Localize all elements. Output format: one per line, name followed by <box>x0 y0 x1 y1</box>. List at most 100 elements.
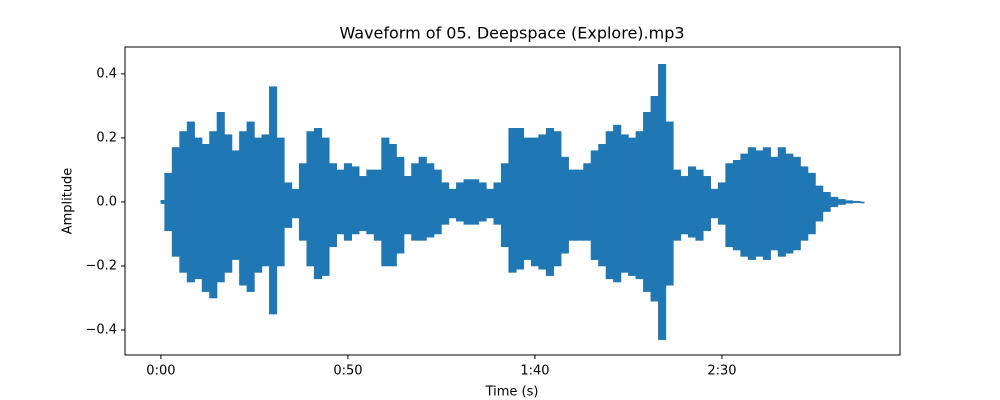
waveform-segment <box>186 121 195 283</box>
waveform-segment <box>777 147 786 257</box>
waveform-segment <box>695 169 704 241</box>
waveform-segment <box>216 112 225 283</box>
waveform-segment <box>291 188 300 219</box>
waveform-segment <box>740 153 749 257</box>
waveform-segment <box>179 131 188 273</box>
waveform-segment <box>306 131 315 267</box>
waveform-segment <box>276 137 285 267</box>
waveform-segment <box>530 137 539 267</box>
waveform-segment <box>575 169 584 241</box>
waveform-segment <box>860 201 865 204</box>
waveform-segment <box>830 196 839 208</box>
waveform-segment <box>785 153 794 254</box>
waveform-segment <box>598 144 607 267</box>
waveform-segment <box>366 169 375 235</box>
waveform-segment <box>613 124 622 283</box>
waveform-segment <box>388 144 397 267</box>
y-axis-label: Amplitude <box>61 168 76 235</box>
waveform-segment <box>673 169 682 241</box>
waveform-segment <box>538 134 547 270</box>
y-tick-label: 0.2 <box>96 130 117 145</box>
waveform-segment <box>343 163 352 241</box>
waveform-segment <box>194 137 203 280</box>
waveform-segment <box>493 182 502 225</box>
waveform-segment <box>313 128 323 280</box>
waveform-segment <box>515 128 525 270</box>
waveform-segment <box>702 176 712 232</box>
waveform-segment <box>441 182 450 225</box>
waveform-segment <box>299 163 308 241</box>
waveform-segment <box>680 176 689 235</box>
x-tick-label: 0:00 <box>146 364 175 379</box>
waveform-segment <box>583 163 592 241</box>
waveform-segment <box>396 156 405 254</box>
waveform-segment <box>456 182 465 222</box>
y-tick-label: −0.2 <box>85 258 117 273</box>
waveform-segment <box>755 150 764 257</box>
waveform-segment <box>837 199 846 205</box>
waveform-segment <box>433 169 442 235</box>
waveform-segment <box>815 185 824 222</box>
waveform-segment <box>590 150 599 260</box>
x-axis-label: Time (s) <box>485 385 539 400</box>
waveform-segment <box>568 169 577 241</box>
waveform-segment <box>732 160 741 251</box>
waveform-segment <box>508 128 517 273</box>
waveform-segment <box>478 182 487 222</box>
waveform-segment <box>560 156 569 254</box>
waveform-segment <box>160 200 165 204</box>
waveform-segment <box>284 182 293 228</box>
waveform-segment <box>717 182 726 225</box>
y-tick-label: 0.0 <box>96 194 117 209</box>
waveform-segment <box>605 131 614 280</box>
waveform-segment <box>321 137 330 276</box>
waveform-segment <box>358 176 367 232</box>
waveform-segment <box>201 144 210 292</box>
waveform-segment <box>770 156 779 251</box>
waveform-segment <box>463 179 472 225</box>
waveform-segment <box>807 172 816 235</box>
waveform-segment <box>239 131 248 286</box>
x-tick-label: 1:40 <box>520 364 549 379</box>
waveform-segment <box>658 63 667 340</box>
waveform-segment <box>351 166 360 235</box>
waveform-segment <box>261 134 270 267</box>
y-tick-label: 0.4 <box>96 66 117 81</box>
waveform-segment <box>269 86 278 315</box>
waveform-segment <box>852 201 861 203</box>
waveform-segment <box>710 188 719 219</box>
waveform-segment <box>665 121 674 286</box>
waveform-segment <box>411 163 420 241</box>
waveform-segment <box>635 131 644 280</box>
waveform-segment <box>403 176 412 235</box>
waveform-segment <box>845 200 854 204</box>
waveform-segment <box>822 192 831 212</box>
waveform-segment <box>246 121 255 292</box>
waveform-segment <box>381 137 390 267</box>
y-tick-label: −0.4 <box>85 323 117 338</box>
waveform-segment <box>336 169 345 235</box>
x-tick-label: 2:30 <box>707 364 736 379</box>
waveform-segment <box>209 131 218 299</box>
waveform-segment <box>500 163 510 248</box>
waveform-segment <box>545 128 554 276</box>
waveform-segment <box>628 137 637 276</box>
waveform-segment <box>523 137 532 260</box>
waveform-segment <box>231 150 240 260</box>
waveform-segment <box>486 188 495 219</box>
waveform-segment <box>164 172 173 232</box>
waveform-segment <box>418 156 427 241</box>
x-tick-label: 0:50 <box>333 364 362 379</box>
waveform-segment <box>643 112 652 292</box>
waveform-segment <box>471 179 480 225</box>
waveform-segment <box>620 134 629 273</box>
waveform-segment <box>373 169 382 241</box>
waveform-segment <box>800 166 809 241</box>
waveform-segment <box>650 96 659 302</box>
waveform-segment <box>762 147 771 260</box>
waveform-segment <box>448 188 457 219</box>
plot-frame <box>124 46 901 356</box>
waveform-segment <box>171 147 180 257</box>
waveform-segment <box>224 134 233 273</box>
